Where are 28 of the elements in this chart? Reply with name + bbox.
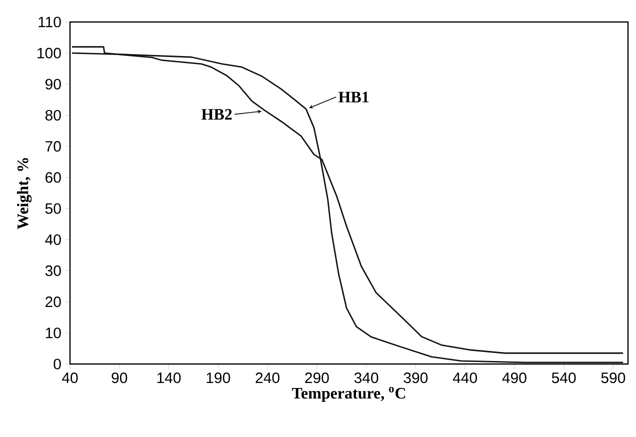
y-tick-label: 50 [45, 203, 61, 214]
y-tick-label: 10 [46, 328, 61, 338]
y-tick-label: 40 [45, 234, 61, 245]
x-tick-label: 540 [552, 372, 576, 384]
y-tick-label: 0 [54, 358, 61, 370]
x-tick-label: 590 [601, 372, 626, 384]
y-axis-title: Weight, % [16, 158, 32, 230]
x-tick-label: 90 [112, 372, 128, 384]
y-tick-label: 20 [46, 296, 61, 308]
x-tick-label: 390 [404, 372, 428, 384]
x-tick-label: 40 [62, 372, 78, 384]
y-tick-label: 80 [45, 110, 61, 121]
y-tick-label: 90 [46, 78, 61, 90]
x-tick-label: 440 [452, 372, 477, 384]
y-tick-label: 100 [38, 48, 61, 58]
x-tick-label: 290 [305, 372, 329, 384]
x-axis-title: Temperature, $^{o}$C [292, 386, 406, 402]
y-tick-label: 110 [38, 16, 61, 28]
series-label: HB2 [202, 108, 232, 120]
y-tick-label: 70 [46, 141, 61, 152]
x-tick-label: 490 [502, 372, 526, 384]
y-tick-label: 30 [45, 265, 61, 276]
text: HB1 [338, 92, 369, 102]
x-tick-label: 340 [354, 372, 378, 384]
x-tick-label: 140 [157, 372, 181, 384]
x-tick-label: 240 [256, 372, 280, 384]
x-tick-label: 190 [206, 372, 230, 384]
y-tick-label: 60 [46, 172, 61, 183]
